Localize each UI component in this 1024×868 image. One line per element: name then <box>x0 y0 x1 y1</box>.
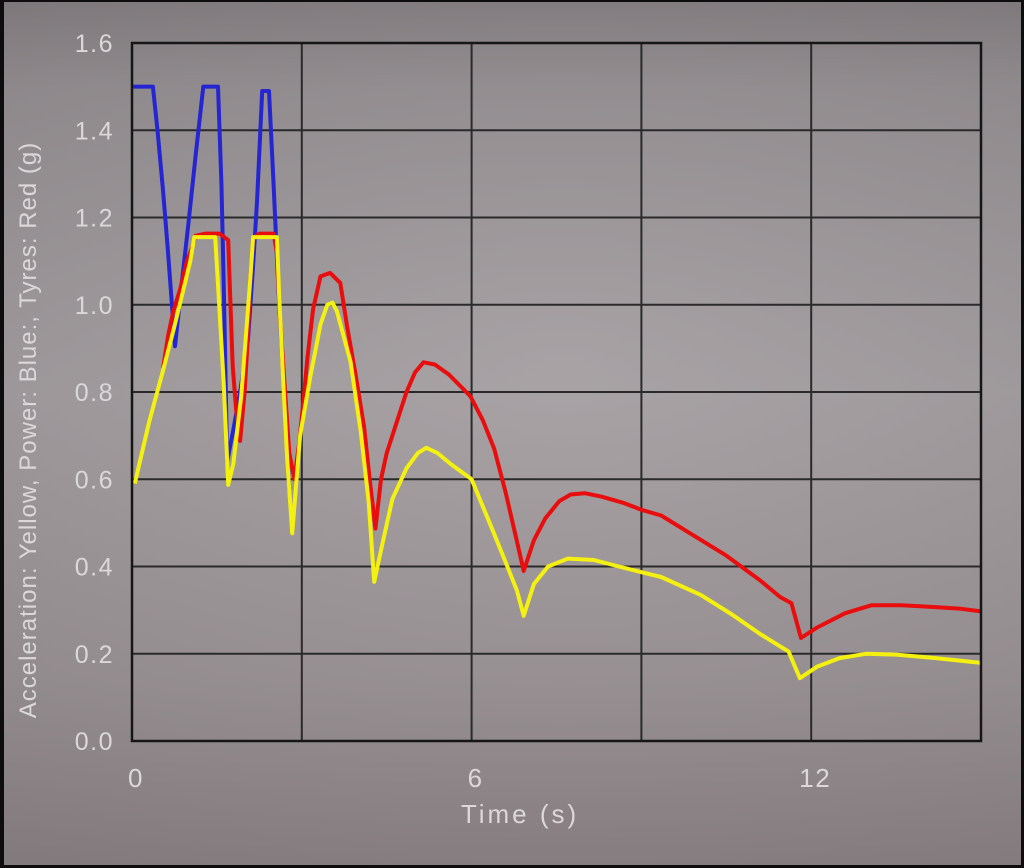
y-tick-label: 1.0 <box>75 292 114 320</box>
x-axis-tick-labels: 0 6 12 <box>128 763 831 793</box>
y-axis-title: Acceleration: Yellow, Power: Blue:, Tyre… <box>15 142 42 719</box>
y-tick-label: 0.0 <box>75 728 114 756</box>
y-tick-label: 1.6 <box>75 30 114 58</box>
x-tick-label: 12 <box>799 763 831 793</box>
acceleration-line <box>132 235 982 681</box>
y-tick-label: 1.4 <box>75 117 114 145</box>
data-series <box>132 84 982 681</box>
power-line <box>132 84 292 491</box>
x-tick-label: 6 <box>468 763 484 793</box>
y-tick-label: 1.2 <box>75 205 114 233</box>
y-tick-label: 0.4 <box>75 554 114 582</box>
y-tick-label: 0.6 <box>75 466 114 494</box>
y-axis-tick-labels: 0.0 0.2 0.4 0.6 0.8 1.0 1.2 1.4 1.6 <box>75 30 114 756</box>
y-tick-label: 0.8 <box>75 379 114 407</box>
plot-border <box>130 41 983 743</box>
acceleration-chart: 0.0 0.2 0.4 0.6 0.8 1.0 1.2 1.4 1.6 0 6 12 Time (s… <box>15 30 983 829</box>
x-axis-title: Time (s) <box>461 799 579 829</box>
x-tick-label: 0 <box>128 763 144 793</box>
tyres-line <box>161 231 982 640</box>
chart-background: 0.0 0.2 0.4 0.6 0.8 1.0 1.2 1.4 1.6 0 6 12 Time (s… <box>4 2 1021 865</box>
y-tick-label: 0.2 <box>75 641 114 669</box>
